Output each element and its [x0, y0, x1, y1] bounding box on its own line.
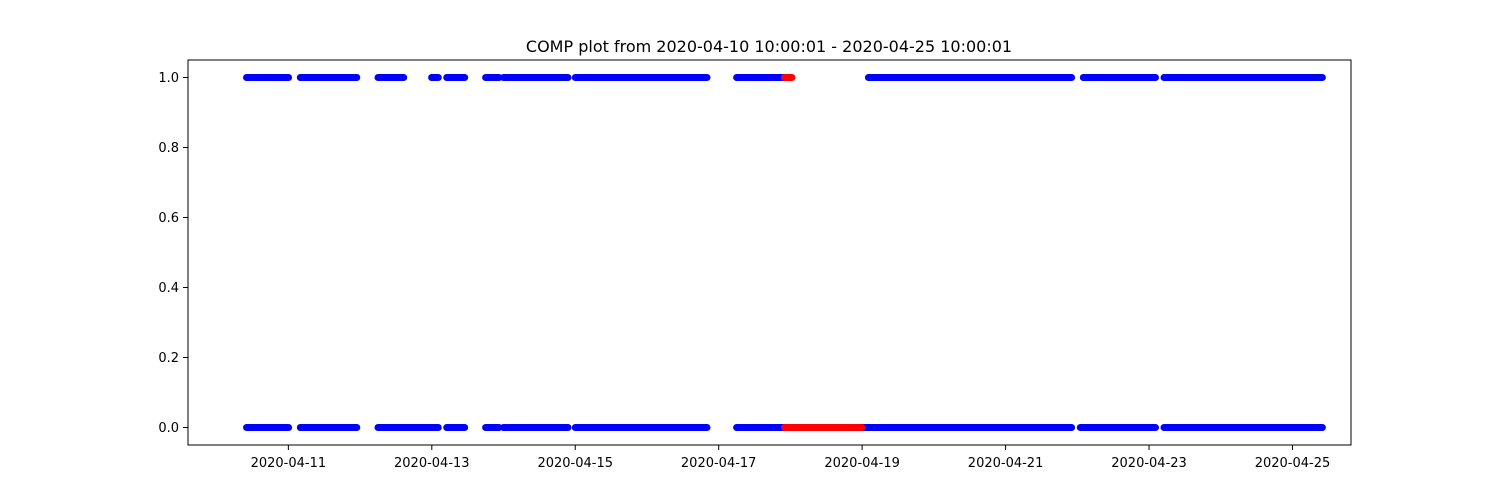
x-tick-label: 2020-04-17: [681, 456, 757, 471]
x-tick-label: 2020-04-15: [537, 456, 613, 471]
data-marks: [243, 74, 1326, 431]
x-axis: 2020-04-11 2020-04-13 2020-04-15 2020-04-17…: [251, 445, 1331, 471]
y-tick-label: 0.6: [158, 211, 179, 226]
x-tick-label: 2020-04-13: [394, 456, 470, 471]
plot-frame: [187, 59, 1352, 446]
y-tick-label: 0.2: [158, 351, 179, 366]
x-tick-label: 2020-04-21: [968, 456, 1044, 471]
y-tick-label: 1.0: [158, 71, 179, 86]
x-tick-label: 2020-04-25: [1255, 456, 1331, 471]
x-tick-label: 2020-04-19: [824, 456, 900, 471]
x-tick-label: 2020-04-23: [1111, 456, 1187, 471]
y-tick-label: 0.8: [158, 141, 179, 156]
chart-title: COMP plot from 2020-04-10 10:00:01 - 202…: [526, 37, 1012, 56]
y-axis: 0.0 0.2 0.4 0.6 0.8 1.0: [158, 71, 188, 436]
y-tick-label: 0.0: [158, 421, 179, 436]
y-tick-label: 0.4: [158, 281, 179, 296]
x-tick-label: 2020-04-11: [251, 456, 327, 471]
